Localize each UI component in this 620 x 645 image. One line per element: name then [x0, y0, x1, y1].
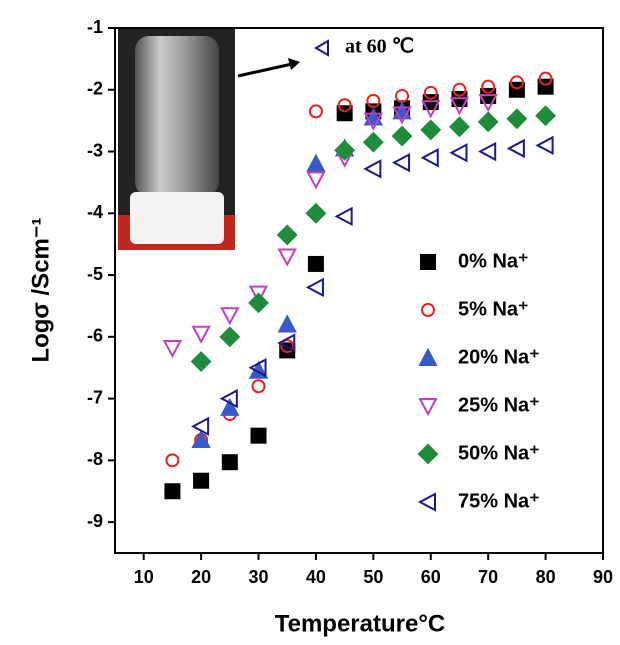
point [308, 156, 324, 171]
point [396, 90, 408, 102]
x-tick-label: 60 [421, 567, 441, 587]
point [308, 172, 324, 187]
point [279, 316, 295, 331]
point [509, 140, 524, 156]
x-tick-label: 30 [249, 567, 269, 587]
point [166, 454, 178, 466]
y-tick-label: -9 [87, 511, 103, 531]
point [279, 250, 295, 265]
y-tick-label: -8 [87, 449, 103, 469]
point [309, 257, 323, 271]
arrow [238, 64, 292, 76]
point [221, 328, 239, 346]
point [420, 494, 435, 510]
page: {"chart_data": {"type": "scatter", "x_la… [0, 0, 620, 640]
x-tick-label: 70 [478, 567, 498, 587]
point [336, 141, 354, 159]
point [422, 121, 440, 139]
x-tick-label: 20 [191, 567, 211, 587]
x-tick-label: 90 [593, 567, 613, 587]
point [420, 399, 436, 414]
y-tick-label: -5 [87, 264, 103, 284]
point [421, 255, 435, 269]
point [252, 429, 266, 443]
point [194, 474, 208, 488]
y-tick-label: -1 [87, 17, 103, 37]
point [508, 110, 526, 128]
point [364, 133, 382, 151]
point [423, 150, 438, 166]
annotation-marker [316, 41, 328, 55]
point [192, 353, 210, 371]
x-axis-label: Temperature°C [275, 610, 446, 637]
annotation: at 60 ℃ [345, 36, 414, 58]
legend-label: 5% Na⁺ [458, 298, 529, 320]
point [538, 137, 553, 153]
legend-label: 75% Na⁺ [458, 490, 540, 512]
point [223, 455, 237, 469]
point [420, 350, 436, 365]
y-tick-label: -4 [87, 202, 103, 222]
point [365, 161, 380, 177]
x-tick-label: 10 [134, 567, 154, 587]
arrow-head [288, 58, 300, 70]
point [479, 113, 497, 131]
legend-label: 0% Na⁺ [458, 250, 529, 272]
y-tick-label: -3 [87, 140, 103, 160]
point [164, 341, 180, 356]
point [480, 144, 495, 160]
y-tick-label: -7 [87, 387, 103, 407]
point [278, 226, 296, 244]
point [419, 445, 437, 463]
point [537, 107, 555, 125]
point [307, 204, 325, 222]
legend-label: 25% Na⁺ [458, 394, 540, 416]
point [250, 294, 268, 312]
point [422, 304, 434, 316]
point [393, 127, 411, 145]
legend-label: 50% Na⁺ [458, 442, 540, 464]
point [337, 208, 352, 224]
y-tick-label: -2 [87, 79, 103, 99]
point [310, 105, 322, 117]
point [451, 145, 466, 161]
point [193, 327, 209, 342]
x-tick-label: 40 [306, 567, 326, 587]
chart: at 60 ℃ Temperature°C Logσ /Scm⁻¹ 10 20 30… [0, 0, 620, 640]
point [394, 155, 409, 171]
point [222, 308, 238, 323]
point [253, 380, 265, 392]
point [308, 279, 323, 295]
legend-label: 20% Na⁺ [458, 346, 540, 368]
point [165, 484, 179, 498]
y-tick-label: -6 [87, 326, 103, 346]
inset-photo [118, 28, 235, 250]
y-axis-label: Logσ /Scm⁻¹ [27, 217, 54, 362]
point [450, 118, 468, 136]
x-tick-label: 50 [363, 567, 383, 587]
x-tick-label: 80 [536, 567, 556, 587]
